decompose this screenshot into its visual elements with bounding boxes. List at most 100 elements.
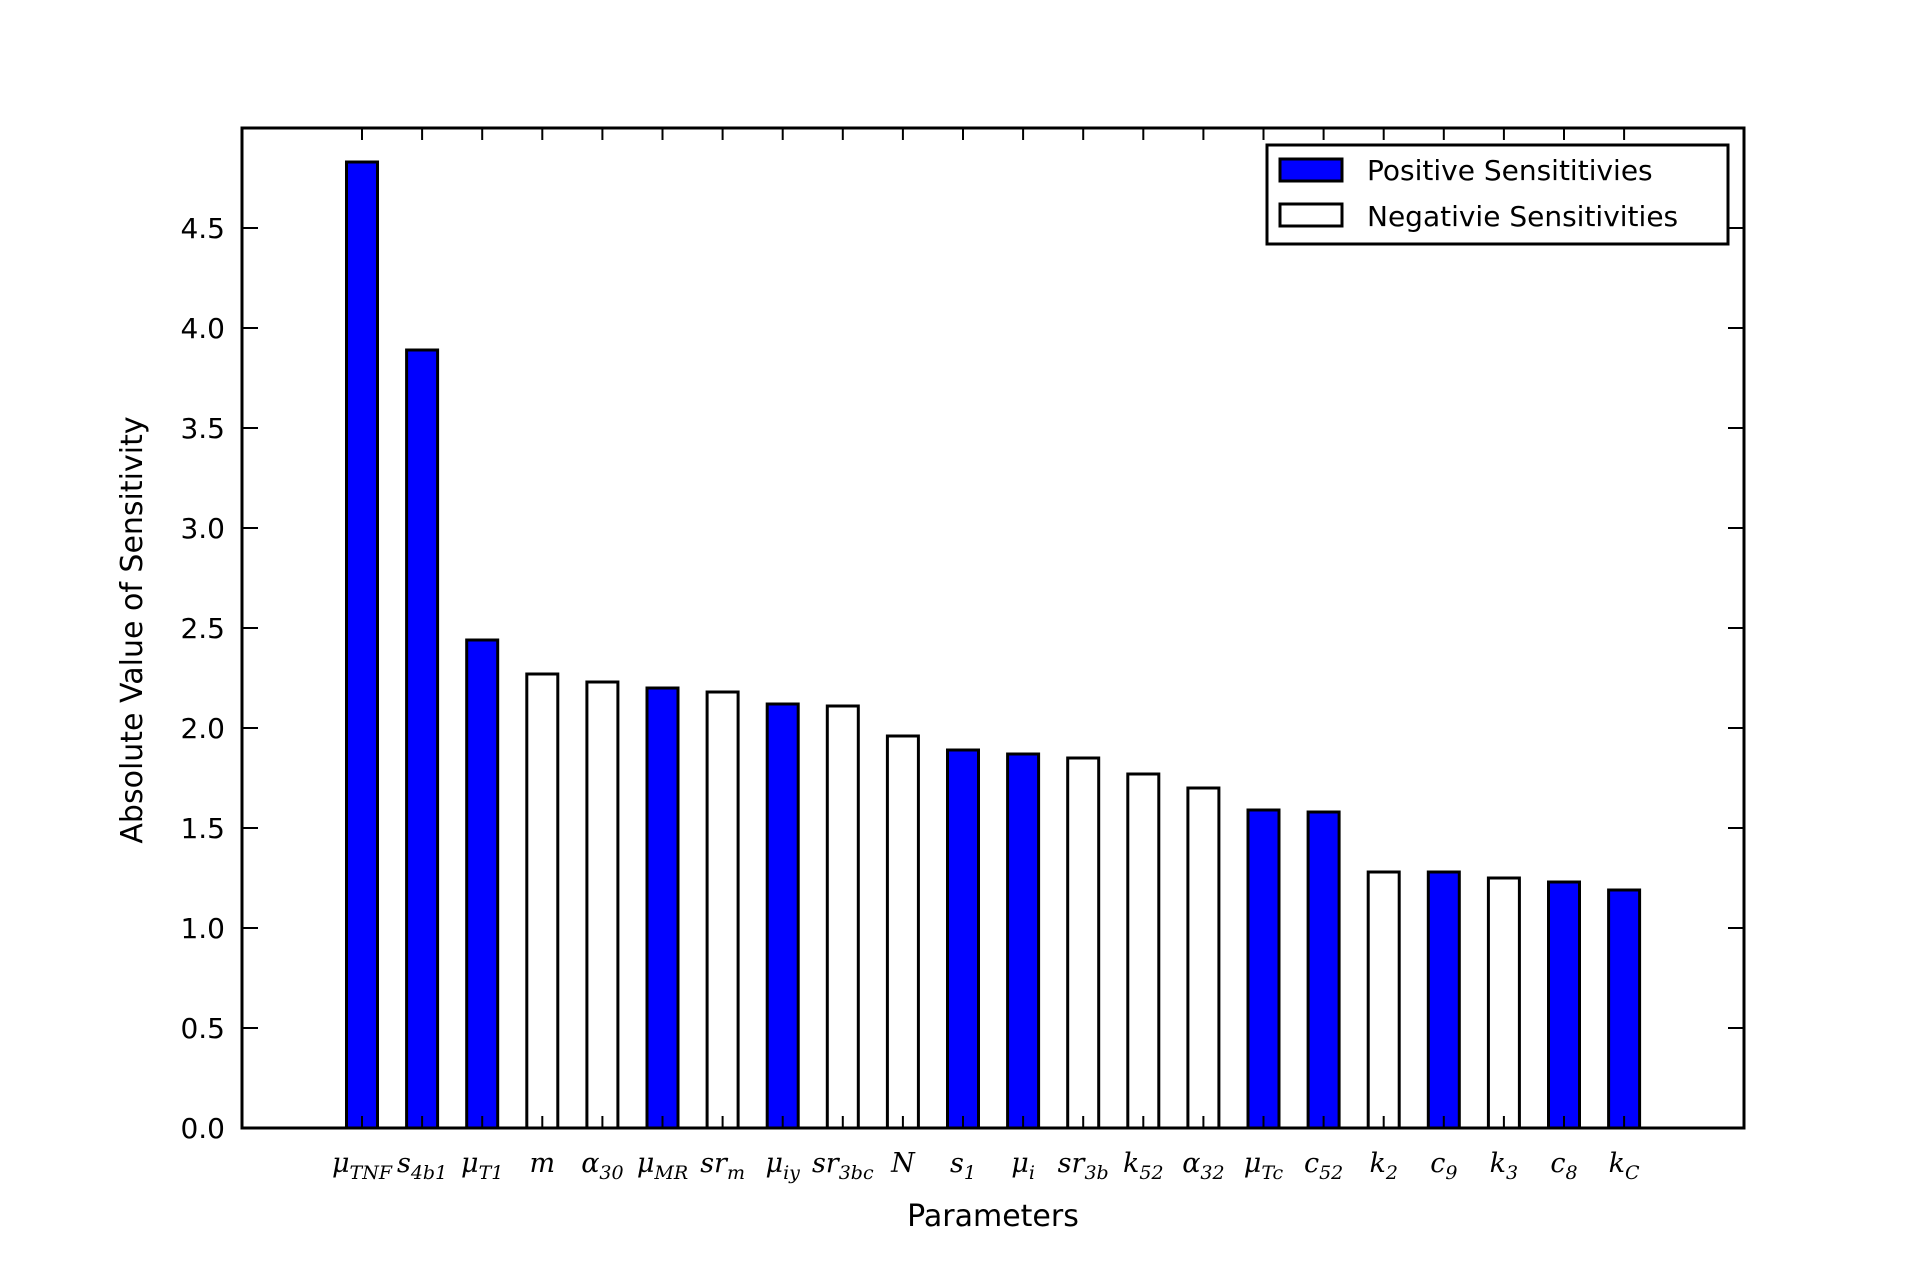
x-tick-label-9: N [890, 1148, 916, 1179]
x-tick-label-base: μ [332, 1148, 350, 1179]
x-tick-label-15: μTc [1244, 1148, 1284, 1184]
x-tick-label-16: c52 [1304, 1148, 1343, 1184]
legend-swatch-positive [1278, 157, 1344, 183]
bar-0 [345, 160, 379, 1130]
x-tick-label-6: srm [700, 1148, 745, 1184]
x-tick-label-base: μ [1011, 1148, 1029, 1179]
y-tick-label-0: 0.0 [180, 1112, 225, 1145]
x-tick-label-sub: C [1625, 1162, 1640, 1184]
y-tick-label-2: 1.0 [180, 912, 225, 945]
x-tick-label-sub: 9 [1445, 1162, 1457, 1184]
x-tick-label-base: μ [637, 1148, 655, 1179]
y-tick-label-9: 4.5 [180, 212, 225, 245]
x-tick-label-base: c [1430, 1148, 1445, 1179]
x-tick-label-base: k [1490, 1148, 1506, 1179]
x-tick-label-sub: TNF [350, 1162, 393, 1184]
x-tick-label-base: sr [700, 1148, 729, 1179]
x-tick-label-13: k52 [1123, 1148, 1164, 1184]
x-tick-label-4: α30 [581, 1148, 623, 1184]
x-tick-label-sub: 32 [1200, 1162, 1224, 1184]
bar-11 [1006, 752, 1041, 1130]
bar-18 [1426, 870, 1461, 1130]
bar-6 [705, 690, 740, 1130]
x-tick-label-sub: 3bc [839, 1162, 874, 1184]
bar-10 [946, 748, 980, 1130]
x-tick-label-10: s1 [950, 1148, 976, 1184]
ticks-layer [242, 128, 1744, 1129]
bar-15 [1246, 808, 1281, 1130]
x-tick-label-19: k3 [1490, 1148, 1518, 1184]
y-tick-label-6: 3.0 [180, 512, 225, 545]
bar-2 [465, 638, 500, 1130]
x-tick-label-base: sr [1058, 1148, 1087, 1179]
x-tick-label-21: kC [1609, 1148, 1640, 1184]
bar-20 [1547, 880, 1581, 1130]
bar-5 [645, 686, 680, 1130]
x-tick-label-sub: m [727, 1162, 745, 1184]
x-tick-label-base: k [1123, 1148, 1139, 1179]
plot-frame [240, 126, 1746, 1130]
x-tick-label-base: α [1182, 1148, 1200, 1179]
x-tick-label-12: sr3b [1058, 1148, 1109, 1184]
x-tick-label-sub: 52 [1139, 1162, 1163, 1184]
x-tick-label-base: k [1609, 1148, 1625, 1179]
bar-7 [765, 702, 800, 1130]
x-tick-label-sub: 1 [964, 1162, 976, 1184]
x-tick-label-14: α32 [1182, 1148, 1224, 1184]
bar-16 [1306, 810, 1341, 1130]
y-tick-label-1: 0.5 [180, 1012, 225, 1045]
x-tick-label-sub: 2 [1385, 1162, 1398, 1184]
x-tick-label-base: k [1369, 1148, 1385, 1179]
x-tick-label-sub: 4b1 [410, 1162, 447, 1184]
x-tick-label-base: c [1550, 1148, 1565, 1179]
x-tick-label-sub: iy [783, 1162, 800, 1184]
bar-1 [405, 348, 440, 1130]
legend-label-positive: Positive Sensititivies [1367, 154, 1653, 187]
x-tick-label-1: s4b1 [397, 1148, 447, 1184]
bar-3 [525, 672, 560, 1130]
bar-9 [885, 734, 920, 1130]
bar-12 [1066, 756, 1101, 1130]
x-tick-label-base: s [397, 1148, 411, 1179]
x-tick-label-sub: 3 [1506, 1162, 1518, 1184]
x-tick-label-5: μMR [637, 1148, 688, 1184]
x-tick-label-sub: 8 [1566, 1162, 1578, 1184]
x-tick-label-sub: MR [653, 1162, 688, 1184]
x-tick-label-11: μi [1011, 1148, 1035, 1184]
x-tick-label-base: c [1304, 1148, 1319, 1179]
x-tick-label-sub: Tc [1261, 1162, 1283, 1184]
x-tick-label-3: m [529, 1148, 555, 1179]
y-tick-label-4: 2.0 [180, 712, 225, 745]
x-tick-label-base: μ [461, 1148, 479, 1179]
x-tick-label-sub: 52 [1319, 1162, 1343, 1184]
x-tick-label-base: μ [766, 1148, 784, 1179]
x-axis-label: Parameters [907, 1199, 1079, 1234]
bar-19 [1486, 876, 1521, 1130]
x-tick-label-sub: i [1029, 1162, 1035, 1184]
x-tick-label-0: μTNF [332, 1148, 393, 1184]
bar-8 [825, 704, 860, 1130]
y-tick-label-7: 3.5 [180, 412, 225, 445]
x-tick-label-sub: T1 [479, 1162, 504, 1184]
bar-21 [1607, 888, 1642, 1130]
bar-14 [1186, 786, 1221, 1130]
bar-13 [1126, 772, 1161, 1130]
x-tick-label-base: N [890, 1148, 916, 1179]
x-tick-label-20: c8 [1550, 1148, 1577, 1184]
legend-label-negative: Negativie Sensitivities [1367, 200, 1678, 233]
x-tick-label-base: α [581, 1148, 599, 1179]
y-tick-label-8: 4.0 [180, 312, 225, 345]
x-tick-label-17: k2 [1369, 1148, 1397, 1184]
x-tick-label-base: s [950, 1148, 964, 1179]
legend-swatch-negative [1278, 202, 1344, 228]
legend-box [1265, 143, 1730, 246]
x-tick-label-base: sr [812, 1148, 841, 1179]
y-tick-label-5: 2.5 [180, 612, 225, 645]
bar-17 [1366, 870, 1401, 1130]
legend: Positive Sensititivies Negativie Sensiti… [1265, 143, 1730, 246]
x-tick-label-base: μ [1244, 1148, 1262, 1179]
x-tick-label-sub: 3b [1084, 1162, 1108, 1184]
x-tick-label-2: μT1 [461, 1148, 503, 1184]
